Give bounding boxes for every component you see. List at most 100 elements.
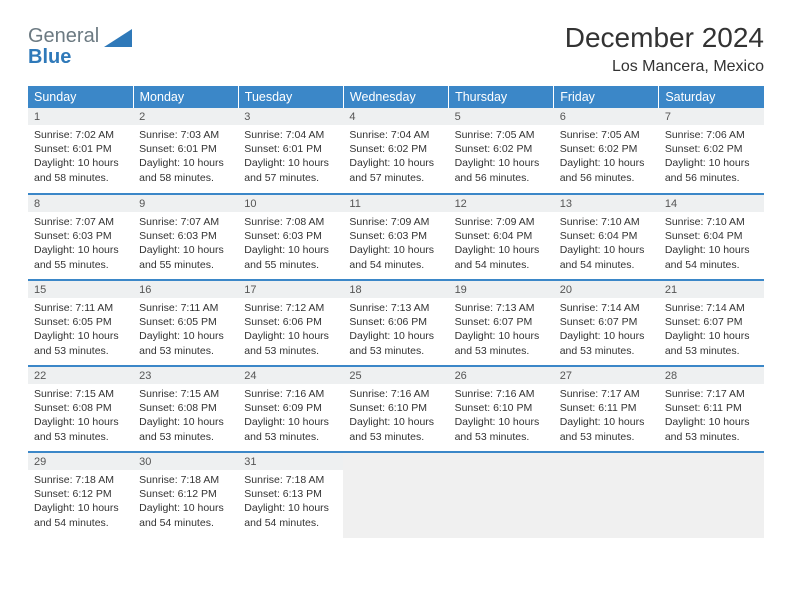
day-details: Sunrise: 7:17 AMSunset: 6:11 PMDaylight:… bbox=[554, 384, 659, 448]
day-details: Sunrise: 7:09 AMSunset: 6:03 PMDaylight:… bbox=[343, 212, 448, 276]
calendar-day: 7Sunrise: 7:06 AMSunset: 6:02 PMDaylight… bbox=[659, 108, 764, 194]
day-number: 22 bbox=[28, 367, 133, 384]
calendar-day: 1Sunrise: 7:02 AMSunset: 6:01 PMDaylight… bbox=[28, 108, 133, 194]
day-number: 3 bbox=[238, 108, 343, 125]
calendar-day: 26Sunrise: 7:16 AMSunset: 6:10 PMDayligh… bbox=[449, 366, 554, 452]
calendar-body: 1Sunrise: 7:02 AMSunset: 6:01 PMDaylight… bbox=[28, 108, 764, 538]
calendar-day: 5Sunrise: 7:05 AMSunset: 6:02 PMDaylight… bbox=[449, 108, 554, 194]
day-number: 14 bbox=[659, 195, 764, 212]
day-details: Sunrise: 7:14 AMSunset: 6:07 PMDaylight:… bbox=[554, 298, 659, 362]
calendar-day: 4Sunrise: 7:04 AMSunset: 6:02 PMDaylight… bbox=[343, 108, 448, 194]
day-details: Sunrise: 7:11 AMSunset: 6:05 PMDaylight:… bbox=[133, 298, 238, 362]
day-details: Sunrise: 7:16 AMSunset: 6:09 PMDaylight:… bbox=[238, 384, 343, 448]
calendar-day: 22Sunrise: 7:15 AMSunset: 6:08 PMDayligh… bbox=[28, 366, 133, 452]
day-number: 9 bbox=[133, 195, 238, 212]
calendar-day: 21Sunrise: 7:14 AMSunset: 6:07 PMDayligh… bbox=[659, 280, 764, 366]
day-number: 17 bbox=[238, 281, 343, 298]
day-number: 10 bbox=[238, 195, 343, 212]
calendar-day: 30Sunrise: 7:18 AMSunset: 6:12 PMDayligh… bbox=[133, 452, 238, 538]
month-title: December 2024 bbox=[565, 22, 764, 54]
calendar-day-empty bbox=[449, 452, 554, 538]
calendar-day: 28Sunrise: 7:17 AMSunset: 6:11 PMDayligh… bbox=[659, 366, 764, 452]
day-number: 1 bbox=[28, 108, 133, 125]
day-number: 11 bbox=[343, 195, 448, 212]
calendar-day: 10Sunrise: 7:08 AMSunset: 6:03 PMDayligh… bbox=[238, 194, 343, 280]
day-details: Sunrise: 7:09 AMSunset: 6:04 PMDaylight:… bbox=[449, 212, 554, 276]
day-number: 29 bbox=[28, 453, 133, 470]
calendar-table: SundayMondayTuesdayWednesdayThursdayFrid… bbox=[28, 86, 764, 538]
calendar-row: 1Sunrise: 7:02 AMSunset: 6:01 PMDaylight… bbox=[28, 108, 764, 194]
calendar-day-empty bbox=[554, 452, 659, 538]
day-number: 7 bbox=[659, 108, 764, 125]
day-details: Sunrise: 7:13 AMSunset: 6:06 PMDaylight:… bbox=[343, 298, 448, 362]
day-number: 28 bbox=[659, 367, 764, 384]
day-details: Sunrise: 7:10 AMSunset: 6:04 PMDaylight:… bbox=[554, 212, 659, 276]
day-number: 18 bbox=[343, 281, 448, 298]
calendar-row: 15Sunrise: 7:11 AMSunset: 6:05 PMDayligh… bbox=[28, 280, 764, 366]
day-details: Sunrise: 7:15 AMSunset: 6:08 PMDaylight:… bbox=[133, 384, 238, 448]
day-details: Sunrise: 7:15 AMSunset: 6:08 PMDaylight:… bbox=[28, 384, 133, 448]
day-details: Sunrise: 7:06 AMSunset: 6:02 PMDaylight:… bbox=[659, 125, 764, 189]
day-details: Sunrise: 7:16 AMSunset: 6:10 PMDaylight:… bbox=[343, 384, 448, 448]
day-number: 23 bbox=[133, 367, 238, 384]
calendar-day-empty bbox=[343, 452, 448, 538]
day-details: Sunrise: 7:17 AMSunset: 6:11 PMDaylight:… bbox=[659, 384, 764, 448]
calendar-day: 24Sunrise: 7:16 AMSunset: 6:09 PMDayligh… bbox=[238, 366, 343, 452]
weekday-header: Thursday bbox=[449, 86, 554, 108]
day-number: 6 bbox=[554, 108, 659, 125]
calendar-row: 22Sunrise: 7:15 AMSunset: 6:08 PMDayligh… bbox=[28, 366, 764, 452]
logo-line2: Blue bbox=[28, 47, 99, 68]
day-details: Sunrise: 7:02 AMSunset: 6:01 PMDaylight:… bbox=[28, 125, 133, 189]
calendar-day: 18Sunrise: 7:13 AMSunset: 6:06 PMDayligh… bbox=[343, 280, 448, 366]
weekday-header: Saturday bbox=[659, 86, 764, 108]
calendar-day: 29Sunrise: 7:18 AMSunset: 6:12 PMDayligh… bbox=[28, 452, 133, 538]
calendar-day: 27Sunrise: 7:17 AMSunset: 6:11 PMDayligh… bbox=[554, 366, 659, 452]
calendar-day: 11Sunrise: 7:09 AMSunset: 6:03 PMDayligh… bbox=[343, 194, 448, 280]
day-number: 31 bbox=[238, 453, 343, 470]
calendar-day: 23Sunrise: 7:15 AMSunset: 6:08 PMDayligh… bbox=[133, 366, 238, 452]
logo-line1: General bbox=[28, 26, 99, 47]
calendar-day: 25Sunrise: 7:16 AMSunset: 6:10 PMDayligh… bbox=[343, 366, 448, 452]
day-number: 26 bbox=[449, 367, 554, 384]
triangle-icon bbox=[104, 26, 132, 48]
weekday-header: Monday bbox=[133, 86, 238, 108]
calendar-day: 13Sunrise: 7:10 AMSunset: 6:04 PMDayligh… bbox=[554, 194, 659, 280]
weekday-header: Friday bbox=[554, 86, 659, 108]
day-details: Sunrise: 7:05 AMSunset: 6:02 PMDaylight:… bbox=[449, 125, 554, 189]
calendar-day: 16Sunrise: 7:11 AMSunset: 6:05 PMDayligh… bbox=[133, 280, 238, 366]
calendar-day: 19Sunrise: 7:13 AMSunset: 6:07 PMDayligh… bbox=[449, 280, 554, 366]
day-details: Sunrise: 7:04 AMSunset: 6:01 PMDaylight:… bbox=[238, 125, 343, 189]
day-number: 8 bbox=[28, 195, 133, 212]
day-details: Sunrise: 7:14 AMSunset: 6:07 PMDaylight:… bbox=[659, 298, 764, 362]
day-number: 13 bbox=[554, 195, 659, 212]
calendar-day: 8Sunrise: 7:07 AMSunset: 6:03 PMDaylight… bbox=[28, 194, 133, 280]
day-details: Sunrise: 7:07 AMSunset: 6:03 PMDaylight:… bbox=[28, 212, 133, 276]
header: General Blue December 2024 Los Mancera, … bbox=[28, 22, 764, 76]
day-number: 21 bbox=[659, 281, 764, 298]
day-number: 5 bbox=[449, 108, 554, 125]
calendar-row: 8Sunrise: 7:07 AMSunset: 6:03 PMDaylight… bbox=[28, 194, 764, 280]
calendar-day: 14Sunrise: 7:10 AMSunset: 6:04 PMDayligh… bbox=[659, 194, 764, 280]
weekday-header-row: SundayMondayTuesdayWednesdayThursdayFrid… bbox=[28, 86, 764, 108]
day-details: Sunrise: 7:12 AMSunset: 6:06 PMDaylight:… bbox=[238, 298, 343, 362]
day-details: Sunrise: 7:18 AMSunset: 6:12 PMDaylight:… bbox=[133, 470, 238, 534]
calendar-day: 6Sunrise: 7:05 AMSunset: 6:02 PMDaylight… bbox=[554, 108, 659, 194]
calendar-day-empty bbox=[659, 452, 764, 538]
day-number: 27 bbox=[554, 367, 659, 384]
title-block: December 2024 Los Mancera, Mexico bbox=[565, 22, 764, 76]
day-details: Sunrise: 7:05 AMSunset: 6:02 PMDaylight:… bbox=[554, 125, 659, 189]
day-number: 24 bbox=[238, 367, 343, 384]
calendar-row: 29Sunrise: 7:18 AMSunset: 6:12 PMDayligh… bbox=[28, 452, 764, 538]
day-details: Sunrise: 7:11 AMSunset: 6:05 PMDaylight:… bbox=[28, 298, 133, 362]
calendar-day: 2Sunrise: 7:03 AMSunset: 6:01 PMDaylight… bbox=[133, 108, 238, 194]
day-number: 12 bbox=[449, 195, 554, 212]
weekday-header: Wednesday bbox=[343, 86, 448, 108]
weekday-header: Sunday bbox=[28, 86, 133, 108]
day-details: Sunrise: 7:18 AMSunset: 6:12 PMDaylight:… bbox=[28, 470, 133, 534]
day-details: Sunrise: 7:08 AMSunset: 6:03 PMDaylight:… bbox=[238, 212, 343, 276]
day-details: Sunrise: 7:16 AMSunset: 6:10 PMDaylight:… bbox=[449, 384, 554, 448]
day-details: Sunrise: 7:04 AMSunset: 6:02 PMDaylight:… bbox=[343, 125, 448, 189]
day-number: 19 bbox=[449, 281, 554, 298]
day-number: 15 bbox=[28, 281, 133, 298]
day-number: 16 bbox=[133, 281, 238, 298]
